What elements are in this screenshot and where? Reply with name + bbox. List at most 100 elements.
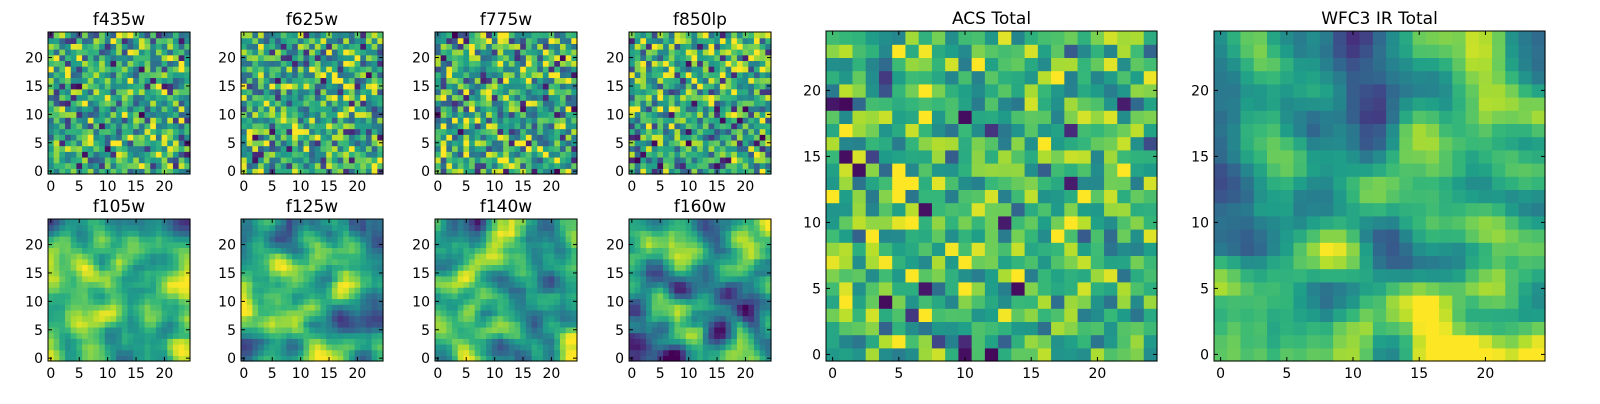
heatmap-cell xyxy=(269,151,275,157)
heatmap-cell xyxy=(179,253,185,259)
heatmap-cell xyxy=(139,163,145,169)
heatmap-cell xyxy=(173,49,179,55)
heatmap-cell xyxy=(486,287,492,293)
heatmap-cell xyxy=(697,293,703,299)
heatmap-cell xyxy=(663,66,669,72)
heatmap-cell xyxy=(697,60,703,66)
heatmap-cell xyxy=(309,321,315,327)
heatmap-cell xyxy=(520,310,526,316)
heatmap-cell xyxy=(173,242,179,248)
heatmap-cell xyxy=(292,304,298,310)
heatmap-cell xyxy=(145,219,151,225)
heatmap-cell xyxy=(469,299,475,305)
heatmap-cell xyxy=(669,270,675,276)
heatmap-cell xyxy=(281,163,287,169)
heatmap-cell xyxy=(128,242,134,248)
heatmap-cell xyxy=(173,310,179,316)
heatmap-cell xyxy=(65,327,71,333)
heatmap-cell xyxy=(343,259,349,265)
heatmap-cell xyxy=(122,321,128,327)
heatmap-cell xyxy=(241,60,247,66)
heatmap-cell xyxy=(264,55,270,61)
heatmap-cell xyxy=(486,140,492,146)
heatmap-cell xyxy=(691,117,697,123)
heatmap-cell xyxy=(469,230,475,236)
heatmap-cell xyxy=(549,264,555,270)
heatmap-cell xyxy=(116,49,122,55)
heatmap-cell xyxy=(247,66,253,72)
heatmap-cell xyxy=(497,123,503,129)
heatmap-cell xyxy=(326,72,332,78)
heatmap-cell xyxy=(298,60,304,66)
heatmap-cell xyxy=(503,129,509,135)
heatmap-cell xyxy=(281,140,287,146)
heatmap-cell xyxy=(360,327,366,333)
heatmap-cell xyxy=(492,287,498,293)
heatmap-cell xyxy=(748,151,754,157)
heatmap-cell xyxy=(128,299,134,305)
heatmap-cell xyxy=(497,89,503,95)
heatmap-cell xyxy=(343,344,349,350)
heatmap-cell xyxy=(326,270,332,276)
heatmap-cell xyxy=(748,106,754,112)
heatmap-cell xyxy=(258,49,264,55)
heatmap-cell xyxy=(691,287,697,293)
heatmap-cell xyxy=(652,287,658,293)
heatmap-cell xyxy=(116,117,122,123)
heatmap-cell xyxy=(116,83,122,89)
heatmap-cell xyxy=(321,112,327,118)
heatmap-cell xyxy=(520,100,526,106)
heatmap-cell xyxy=(372,89,378,95)
heatmap-cell xyxy=(515,333,521,339)
heatmap-cell xyxy=(71,247,77,253)
heatmap-cell xyxy=(441,55,447,61)
heatmap-cell xyxy=(554,157,560,163)
heatmap-cell xyxy=(366,225,372,231)
heatmap-cell xyxy=(59,327,65,333)
heatmap-cell xyxy=(463,89,469,95)
heatmap-cell xyxy=(737,94,743,100)
heatmap-cell xyxy=(731,327,737,333)
heatmap-cell xyxy=(309,134,315,140)
heatmap-cell xyxy=(720,293,726,299)
heatmap-cell xyxy=(520,134,526,140)
heatmap-cell xyxy=(321,38,327,44)
heatmap-cell xyxy=(372,350,378,356)
heatmap-cell xyxy=(635,293,641,299)
heatmap-cell xyxy=(469,281,475,287)
heatmap-cell xyxy=(366,140,372,146)
heatmap-cell xyxy=(743,55,749,61)
heatmap-cell xyxy=(360,49,366,55)
heatmap-cell xyxy=(332,94,338,100)
heatmap-cell xyxy=(691,38,697,44)
heatmap-cell xyxy=(549,293,555,299)
heatmap-cell xyxy=(133,163,139,169)
heatmap-cell xyxy=(435,89,441,95)
heatmap-cell xyxy=(76,117,82,123)
heatmap-cell xyxy=(663,55,669,61)
heatmap-cell xyxy=(566,77,572,83)
heatmap-cell xyxy=(446,134,452,140)
heatmap-cell xyxy=(726,293,732,299)
heatmap-cell xyxy=(709,157,715,163)
heatmap-cell xyxy=(162,316,168,322)
heatmap-cell xyxy=(150,264,156,270)
heatmap-cell xyxy=(275,236,281,242)
heatmap-cell xyxy=(554,259,560,265)
heatmap-cell xyxy=(338,66,344,72)
x-tick-label: 0 xyxy=(433,179,442,195)
heatmap-cell xyxy=(145,140,151,146)
heatmap-cell xyxy=(116,146,122,152)
heatmap-cell xyxy=(258,333,264,339)
heatmap-cell xyxy=(646,49,652,55)
heatmap-cell xyxy=(145,77,151,83)
heatmap-cell xyxy=(76,77,82,83)
heatmap-cell xyxy=(139,157,145,163)
heatmap-cell xyxy=(162,299,168,305)
heatmap-cell xyxy=(71,316,77,322)
heatmap-cell xyxy=(59,129,65,135)
x-tick-label: 5 xyxy=(462,366,471,382)
heatmap-cell xyxy=(338,225,344,231)
heatmap-cell xyxy=(674,134,680,140)
heatmap-cell xyxy=(680,333,686,339)
